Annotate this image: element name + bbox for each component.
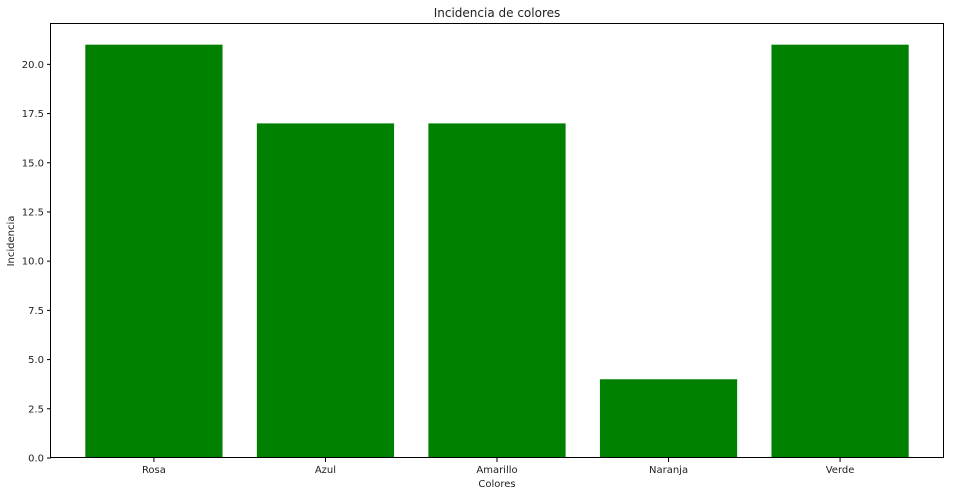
bars-layer <box>85 44 909 459</box>
y-tick-label: 2.5 <box>28 404 44 415</box>
bar-verde <box>771 44 909 459</box>
bar-azul <box>256 123 395 459</box>
y-axis-label: Incidencia <box>6 216 17 267</box>
y-tick-label: 7.5 <box>28 306 44 317</box>
bar-amarillo <box>428 123 566 459</box>
x-tick-label: Amarillo <box>476 465 517 476</box>
x-tick-label: Azul <box>315 465 336 476</box>
y-tick-label: 15.0 <box>22 158 44 169</box>
x-axis-ticks: Rosa Azul Amarillo Naranja Verde <box>142 458 854 476</box>
y-tick-label: 0.0 <box>28 454 44 465</box>
x-tick-label: Rosa <box>142 465 166 476</box>
y-tick-label: 12.5 <box>22 207 44 218</box>
x-axis-label: Colores <box>478 479 515 490</box>
x-tick-label: Naranja <box>649 465 688 476</box>
chart-title: Incidencia de colores <box>434 6 561 20</box>
y-axis-ticks: 0.0 2.5 5.0 7.5 10.0 12.5 15.0 17.5 20.0 <box>22 60 51 465</box>
axes-layer <box>50 23 944 458</box>
y-tick-label: 5.0 <box>28 355 44 366</box>
y-tick-label: 10.0 <box>22 257 44 268</box>
y-tick-label: 20.0 <box>22 60 44 71</box>
bar-naranja <box>599 379 738 458</box>
bar-rosa <box>85 44 223 459</box>
y-tick-label: 17.5 <box>22 109 44 120</box>
x-tick-label: Verde <box>826 465 855 476</box>
plot-frame <box>50 23 944 458</box>
